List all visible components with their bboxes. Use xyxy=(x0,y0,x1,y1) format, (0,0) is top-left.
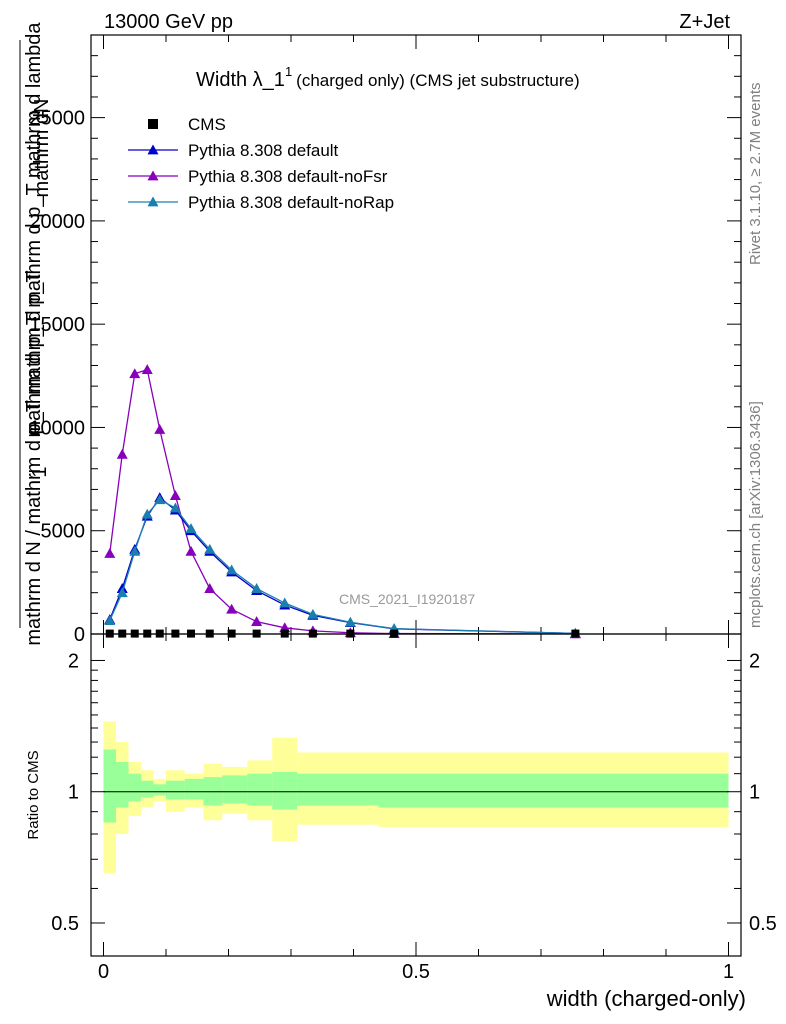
ratio-inner-band xyxy=(141,780,154,798)
series-point xyxy=(226,564,238,575)
legend-marker-triangle xyxy=(147,170,159,181)
header-left: 13000 GeV pp xyxy=(104,11,233,33)
ratio-ytick-label: 2 xyxy=(68,650,79,672)
ylabel-frac-top-a: mathrm dN xyxy=(31,99,53,198)
side-text-mcplots: mcplots.cern.ch [arXiv:1306.3436] xyxy=(747,401,764,628)
series-point xyxy=(154,424,166,434)
ratio-inner-band xyxy=(247,773,273,806)
series-line xyxy=(109,498,576,635)
series-point xyxy=(154,494,166,505)
xtick-label: 0.5 xyxy=(402,961,430,983)
series-point xyxy=(116,448,128,459)
plot-title: Width λ_11 (charged only) (CMS jet substr… xyxy=(196,64,580,91)
ylabel-frac-top-b: 1 xyxy=(29,466,51,477)
ratio-inner-band xyxy=(128,773,141,802)
series-1 xyxy=(104,492,581,638)
ratio-inner-band xyxy=(378,773,416,808)
ratio-ytick-label-right: 2 xyxy=(749,650,760,672)
legend-marker-triangle xyxy=(147,196,159,207)
series-point xyxy=(129,368,141,379)
legend-label: CMS xyxy=(188,115,226,134)
analysis-watermark: CMS_2021_I1920187 xyxy=(339,591,475,607)
ratio-ytick-label-right: 1 xyxy=(749,782,760,804)
legend-item: Pythia 8.308 default-noFsr xyxy=(128,167,388,186)
legend: CMS Pythia 8.308 default Pythia 8.308 defa… xyxy=(128,115,394,212)
series-point xyxy=(104,547,116,558)
ratio-inner-band xyxy=(153,784,166,796)
ratio-ylabel: Ratio to CMS xyxy=(25,750,42,839)
series-3 xyxy=(104,494,581,638)
series-point xyxy=(204,543,216,554)
ratio-inner-band xyxy=(184,778,204,800)
legend-marker-square xyxy=(148,119,158,129)
y-axis-label: mathrm dN 1 mathrm d p_T mathrm d p_T ma… xyxy=(19,22,53,646)
ratio-inner-band xyxy=(116,761,129,808)
side-text-rivet: Rivet 3.1.10, ≥ 2.7M events xyxy=(747,83,764,266)
ratio-ytick-label: 1 xyxy=(68,782,79,804)
ratio-inner-band xyxy=(328,773,379,806)
series-point xyxy=(129,545,141,556)
series-point xyxy=(116,587,128,598)
ratio-inner-band xyxy=(166,780,185,800)
legend-item: Pythia 8.308 default xyxy=(128,141,339,160)
legend-item: Pythia 8.308 default-noRap xyxy=(128,193,394,212)
ratio-inner-band xyxy=(272,771,298,810)
main-axis-ticks: 0 5000 10000 15000 20000 25000 xyxy=(29,34,741,646)
ytick-label: 20000 xyxy=(29,211,85,233)
series-point xyxy=(141,364,153,375)
legend-label: Pythia 8.308 default-noFsr xyxy=(188,167,388,186)
ratio-inner-band xyxy=(222,775,248,804)
ratio-inner-band xyxy=(297,773,329,806)
ylabel-denominator-b: mathrm d N / mathrm d p_T mathrm d p_T xyxy=(23,270,45,645)
series-point xyxy=(279,597,291,608)
xtick-label: 1 xyxy=(723,961,734,983)
ytick-label: 5000 xyxy=(41,521,86,543)
series-point xyxy=(169,502,181,513)
xtick-label: 0 xyxy=(98,961,109,983)
ratio-bands xyxy=(103,721,729,874)
legend-marker-triangle xyxy=(147,144,159,155)
series-point xyxy=(185,545,197,556)
ratio-axis-ticks: 0.5 0.5 1 1 2 2 0 0.5 1 xyxy=(51,634,777,983)
series-point xyxy=(226,603,238,614)
ytick-label: 15000 xyxy=(29,314,85,336)
ratio-inner-band xyxy=(416,773,729,808)
ytick-label: 10000 xyxy=(29,417,85,439)
series-line xyxy=(109,496,576,635)
ytick-label: 0 xyxy=(74,624,85,646)
series-point xyxy=(204,583,216,593)
ratio-ytick-label-right: 0.5 xyxy=(749,913,777,935)
series-point xyxy=(104,615,116,625)
ratio-ytick-label: 0.5 xyxy=(51,913,79,935)
series-point xyxy=(344,616,356,627)
header-right: Z+Jet xyxy=(679,11,730,33)
x-axis-label: width (charged-only) xyxy=(546,986,746,1011)
ratio-inner-band xyxy=(103,749,116,823)
series-point xyxy=(307,608,319,619)
series-point xyxy=(169,490,181,501)
legend-item: CMS xyxy=(148,115,226,134)
legend-label: Pythia 8.308 default xyxy=(188,141,339,160)
series-point xyxy=(251,616,263,627)
legend-label: Pythia 8.308 default-noRap xyxy=(188,193,394,212)
series-point xyxy=(141,508,153,519)
ytick-label: 25000 xyxy=(29,108,85,130)
series-point xyxy=(251,583,263,593)
series-point xyxy=(185,523,197,534)
ylabel-denominator-a: mathrm d p_T mathrm d p_T mathrm d lambd… xyxy=(23,22,45,438)
